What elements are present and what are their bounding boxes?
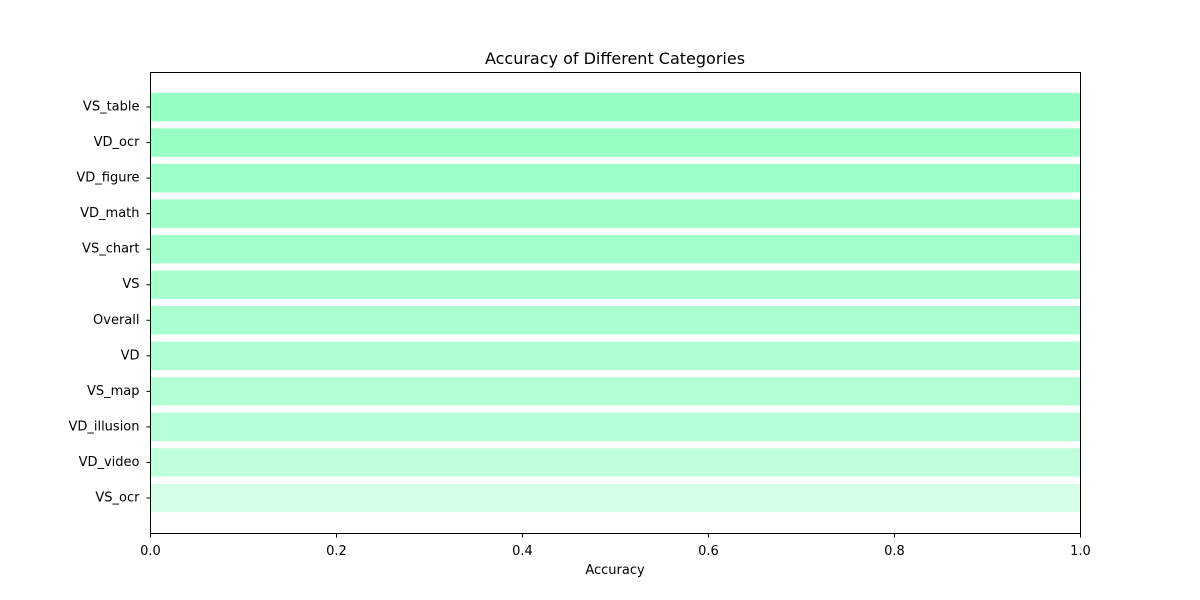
chart-title: Accuracy of Different Categories bbox=[485, 49, 745, 68]
x-tick-label: 0.6 bbox=[698, 544, 719, 559]
category-label: Overall bbox=[93, 313, 139, 328]
category-label: VD_math bbox=[80, 206, 139, 221]
bar-vd-ocr bbox=[150, 128, 1081, 157]
category-label: VD_video bbox=[79, 455, 140, 470]
category-label: VD_illusion bbox=[68, 419, 139, 434]
bar-vd-math bbox=[150, 199, 1081, 228]
category-label: VD_figure bbox=[76, 171, 139, 186]
bar-vd-figure bbox=[150, 163, 1081, 193]
category-label: VS_table bbox=[83, 100, 140, 115]
category-label: VS bbox=[122, 277, 139, 292]
x-tick-label: 0.2 bbox=[326, 544, 347, 559]
category-label: VS_ocr bbox=[95, 491, 140, 506]
bar-vs-table bbox=[150, 92, 1081, 122]
x-tick-label: 0.0 bbox=[140, 544, 161, 559]
bar-vs bbox=[150, 270, 1081, 299]
bars-group bbox=[150, 92, 1081, 513]
bar-overall bbox=[150, 306, 1081, 335]
category-label: VD_ocr bbox=[94, 135, 141, 150]
category-label: VS_map bbox=[87, 384, 140, 399]
bar-vs-map bbox=[150, 377, 1081, 406]
x-tick-label: 0.4 bbox=[512, 544, 533, 559]
bar-vd-video bbox=[150, 448, 1081, 477]
category-label: VD bbox=[121, 348, 140, 363]
bar-vd bbox=[150, 341, 1081, 371]
category-labels: VS_table VD_ocr VD_figure VD_math VS_chart VS… bbox=[68, 100, 151, 506]
bar-vs-ocr bbox=[150, 483, 1081, 513]
x-tick-label: 0.8 bbox=[884, 544, 905, 559]
x-axis-ticks: 0.0 0.2 0.4 0.6 0.8 1.0 bbox=[140, 533, 1091, 559]
plot-frame bbox=[150, 72, 1081, 534]
bar-vs-chart bbox=[150, 234, 1081, 264]
bar-vd-illusion bbox=[150, 412, 1081, 442]
x-tick-label: 1.0 bbox=[1070, 544, 1091, 559]
category-label: VS_chart bbox=[82, 242, 139, 257]
x-axis-label: Accuracy bbox=[585, 563, 645, 578]
